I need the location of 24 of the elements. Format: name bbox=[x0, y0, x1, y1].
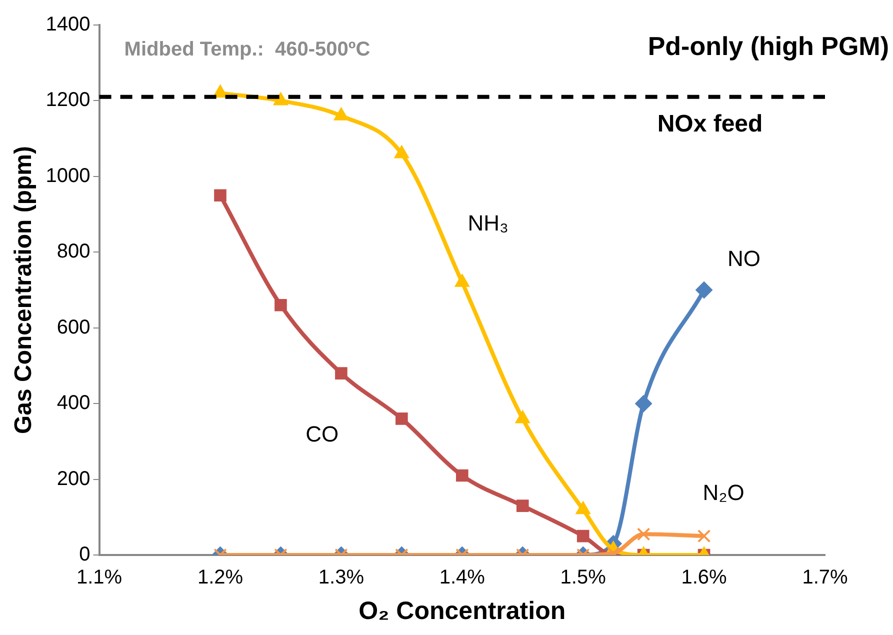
y-tick-label: 1400 bbox=[46, 14, 90, 36]
series-label: CO bbox=[306, 422, 339, 447]
series-label: N₂O bbox=[702, 480, 744, 506]
y-tick-label: 1200 bbox=[46, 89, 90, 112]
x-tick-label: 1.7% bbox=[802, 566, 848, 589]
annotation: Midbed Temp.: 460-500ºC bbox=[124, 38, 370, 61]
y-tick-label: 800 bbox=[56, 240, 90, 263]
y-tick-label: 600 bbox=[56, 316, 90, 338]
x-tick-label: 1.6% bbox=[681, 566, 728, 589]
x-tick-label: 1.2% bbox=[197, 566, 244, 589]
ref-line-label: NOx feed bbox=[657, 110, 763, 138]
series-label: NH₃ bbox=[468, 210, 509, 236]
chart-title: Pd-only (high PGM) bbox=[648, 31, 889, 62]
x-tick-label: 1.1% bbox=[76, 566, 122, 589]
x-axis-title: O₂ Concentration bbox=[358, 596, 566, 625]
x-tick-label: 1.5% bbox=[560, 566, 606, 589]
y-tick-label: 400 bbox=[56, 392, 90, 414]
x-tick-label: 1.4% bbox=[439, 566, 486, 589]
y-axis-title: Gas Concentration (ppm) bbox=[10, 146, 38, 434]
y-tick-label: 200 bbox=[56, 468, 90, 490]
y-tick-label: 1000 bbox=[46, 164, 90, 187]
x-tick-label: 1.3% bbox=[318, 566, 364, 589]
series-label: NO bbox=[728, 246, 761, 272]
y-tick-label: 0 bbox=[79, 544, 90, 566]
